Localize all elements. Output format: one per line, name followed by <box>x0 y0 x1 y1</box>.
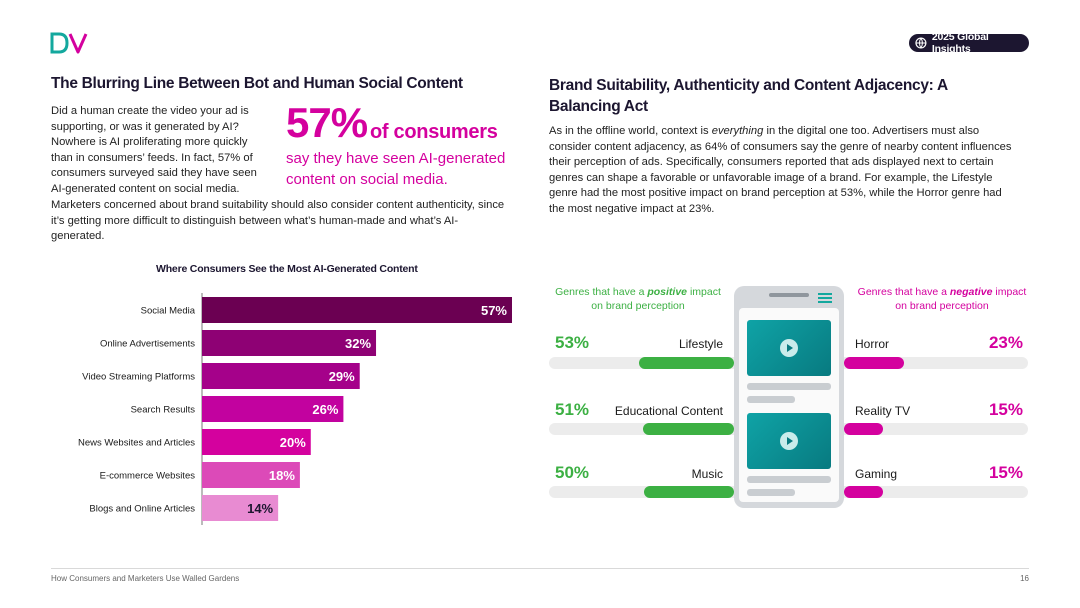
chart-category-label: News Websites and Articles <box>78 438 195 449</box>
chart-bar <box>202 396 344 422</box>
negative-header-emphasis: negative <box>949 286 993 298</box>
content-line <box>747 396 795 403</box>
play-icon <box>780 339 798 357</box>
right-paragraph-post: in the digital one too. Advertisers must… <box>549 125 1012 215</box>
chart-category-label: Online Advertisements <box>100 339 195 350</box>
chart-value-label: 32% <box>345 336 371 351</box>
chart-value-label: 26% <box>312 402 338 417</box>
positive-genre-bar <box>642 423 734 435</box>
left-heading: The Blurring Line Between Bot and Human … <box>51 75 463 92</box>
positive-header-emphasis: positive <box>647 286 688 298</box>
chart-category-label: E-commerce Websites <box>100 471 196 482</box>
negative-genre-name: Horror <box>855 337 890 351</box>
phone-speaker <box>769 293 809 297</box>
chart-bar <box>202 330 377 356</box>
hamburger-menu-icon <box>818 293 832 303</box>
chart-value-label: 29% <box>329 369 355 384</box>
chart-bar <box>202 297 512 323</box>
negative-header-post: impact on brand perception <box>895 286 1027 312</box>
right-paragraph-pre: As in the offline world, context is <box>549 125 712 137</box>
negative-genre-pct: 15% <box>988 400 1023 419</box>
chart-value-label: 20% <box>280 435 306 450</box>
play-icon <box>780 432 798 450</box>
right-heading: Brand Suitability, Authenticity and Cont… <box>549 77 948 115</box>
negative-genre-bar <box>844 357 904 369</box>
ai-content-bar-chart: Social Media 57% Online Advertisements 32% V… <box>78 293 512 525</box>
positive-genre-bar <box>644 486 734 498</box>
positive-genre-name: Lifestyle <box>678 337 723 351</box>
negative-genre-name: Reality TV <box>855 404 911 418</box>
negative-genre-name: Gaming <box>855 467 898 481</box>
content-line <box>747 383 831 390</box>
negative-genre-pct: 15% <box>988 463 1023 482</box>
positive-genre-pct: 50% <box>555 463 590 482</box>
stat-suffix: of consumers <box>370 121 498 143</box>
right-paragraph-emphasis: everything <box>711 125 764 137</box>
negative-header-pre: Genres that have a <box>857 286 950 298</box>
stat-description: say they have seen AI-generated content … <box>286 150 506 188</box>
footer-title: How Consumers and Marketers Use Walled G… <box>51 574 240 583</box>
chart-bar <box>202 363 360 389</box>
positive-genres-header: Genres that have a positive impact on br… <box>548 285 728 313</box>
positive-genre-bar <box>639 357 734 369</box>
content-line <box>747 476 831 483</box>
dv-logo-icon <box>50 32 88 54</box>
positive-genre-name: Educational Content <box>614 404 723 418</box>
negative-genre-pct: 23% <box>988 333 1023 352</box>
positive-genre-name: Music <box>691 467 723 481</box>
positive-genre-pct: 53% <box>555 333 590 352</box>
chart-bar <box>202 462 300 488</box>
chart-value-label: 14% <box>247 501 273 516</box>
left-paragraph-1: Did a human create the video your ad is … <box>51 105 257 195</box>
chart-value-label: 18% <box>269 468 295 483</box>
insights-badge: 2025 Global Insights <box>909 31 1029 55</box>
chart-value-label: 57% <box>481 303 507 318</box>
stat-value: 57% <box>286 99 368 146</box>
footer-divider <box>51 568 1029 569</box>
positive-header-post: impact on brand perception <box>591 286 721 312</box>
negative-genre-bar <box>844 486 883 498</box>
page-number: 16 <box>1020 574 1029 583</box>
chart-bar <box>202 429 311 455</box>
positive-genre-pct: 51% <box>555 400 590 419</box>
negative-genres-header: Genres that have a negative impact on br… <box>852 285 1032 313</box>
chart-bar <box>202 495 279 521</box>
right-paragraph: As in the offline world, context is ever… <box>549 124 1019 218</box>
left-paragraph-2: Marketers concerned about brand suitabil… <box>51 199 505 243</box>
chart-title: Where Consumers See the Most AI-Generate… <box>156 263 418 275</box>
globe-icon <box>915 37 927 49</box>
chart-category-label: Search Results <box>131 405 196 416</box>
chart-category-label: Video Streaming Platforms <box>82 372 195 383</box>
badge-label: 2025 Global Insights <box>931 31 989 55</box>
chart-category-label: Blogs and Online Articles <box>89 504 195 515</box>
positive-header-pre: Genres that have a <box>555 286 648 298</box>
negative-genre-bar <box>844 423 883 435</box>
content-line <box>747 489 795 496</box>
chart-category-label: Social Media <box>141 306 196 317</box>
